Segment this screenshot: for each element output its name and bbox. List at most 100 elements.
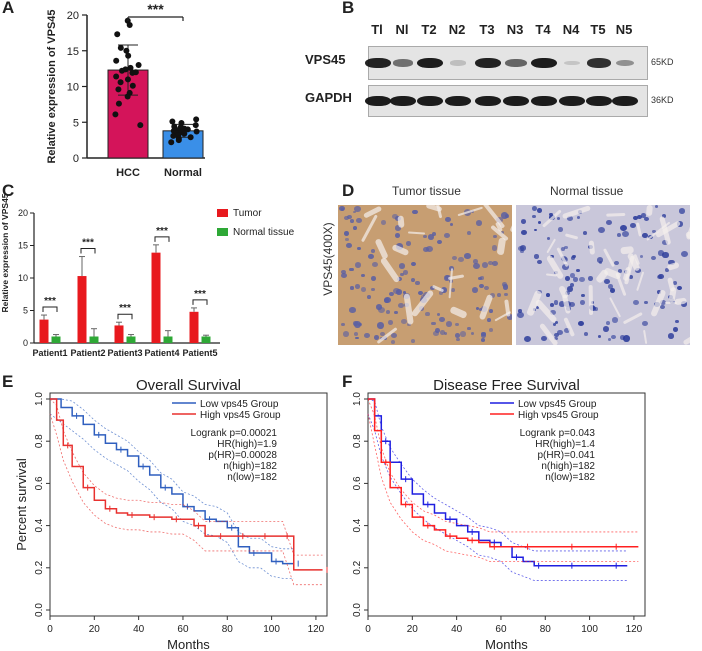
cell-nucleus [370,276,377,282]
cell-nucleus [611,316,619,323]
cell-nucleus [501,212,509,219]
cell-nucleus [567,216,574,222]
blot-strip-vps45 [365,46,648,80]
cell-nucleus [483,285,489,291]
data-point-hcc [118,67,125,74]
x-axis-label: Months [167,637,210,651]
sinusoid [588,240,596,256]
cell-nucleus [431,232,436,236]
lane-label-t2: T2 [421,22,437,37]
y-tick-label: 0 [23,338,28,348]
cell-nucleus [608,338,612,341]
stat-text: p(HR)=0.041 [537,450,595,461]
cell-nucleus [473,262,480,270]
sinusoid [605,213,625,218]
legend-label-low: Low vps45 Group [200,399,279,410]
data-point-hcc [117,44,124,51]
blot-band [586,95,612,107]
cell-nucleus [536,259,543,265]
confidence-upper-1 [367,398,639,533]
confidence-lower-1 [367,413,639,562]
cell-nucleus [388,291,394,296]
cell-nucleus [636,214,642,220]
data-point-normal [169,118,176,125]
y-tick-label: 0.4 [352,518,363,532]
bar-patient3-tumor [114,325,124,343]
cell-nucleus [387,319,394,325]
x-tick-label: Patient5 [182,348,217,358]
stat-text: p(HR)=0.00028 [208,450,277,461]
cell-nucleus [602,325,610,332]
cell-nucleus [680,301,687,307]
significance-bracket [80,248,96,254]
x-tick-label: 40 [133,624,145,635]
x-tick-label: 20 [407,624,419,635]
cell-nucleus [569,301,575,307]
bar-patient1-tumor [39,319,49,343]
ihc-ylabel: VPS45(400X) [321,222,335,296]
cell-nucleus [650,255,656,261]
sinusoid [636,221,642,237]
cell-nucleus [377,306,385,313]
cell-nucleus [476,220,483,226]
cell-nucleus [672,327,679,333]
cell-nucleus [481,333,487,338]
cell-nucleus [610,288,616,293]
confidence-lower-0 [49,413,294,579]
blot-band [531,95,557,107]
cell-nucleus [520,249,524,253]
x-tick-label: HCC [116,167,140,179]
y-tick-label: 15 [67,46,79,58]
cell-nucleus [553,300,559,305]
panel-label-d: D [342,181,355,200]
stat-text: n(high)=182 [541,461,595,472]
blot-kd-vps45: 65KD [651,57,674,67]
cell-nucleus [496,292,502,298]
legend-label-tumor: Tumor [233,208,262,219]
data-point-hcc [112,111,119,118]
cell-nucleus [583,332,589,337]
x-tick-label: 120 [308,624,325,635]
cell-nucleus [458,256,464,262]
cell-nucleus [559,301,566,307]
cell-nucleus [593,307,599,312]
x-tick-label: 0 [47,624,53,635]
data-point-hcc [115,100,122,107]
cell-nucleus [535,306,540,310]
cell-nucleus [564,246,568,250]
cell-nucleus [433,331,439,337]
y-axis-label: Relative expression of VPS45 [0,193,10,312]
y-tick-label: 0.8 [352,434,363,448]
legend-label-low: Low vps45 Group [518,399,597,410]
blot-band [612,95,638,107]
panel-label-f: F [342,372,353,391]
cell-nucleus [397,302,404,309]
sinusoid [425,205,443,213]
data-point-normal [168,139,175,146]
stat-text: Logrank p=0.00021 [191,428,278,439]
plot-frame [49,392,328,617]
cell-nucleus [371,288,375,291]
cell-nucleus [434,327,441,333]
cell-nucleus [488,260,494,266]
legend-label-normal: Normal tissue [233,227,295,238]
blot-strip-gapdh [365,85,648,117]
sinusoid [642,329,647,344]
cell-nucleus [604,278,610,284]
data-point-hcc [124,76,131,83]
cell-nucleus [472,258,479,265]
cell-nucleus [554,320,559,325]
cell-nucleus [349,267,354,272]
y-tick-label: 0.6 [34,476,45,490]
blot-band [390,95,416,107]
cell-nucleus [557,330,564,336]
x-tick-label: 100 [581,624,598,635]
cell-nucleus [467,327,471,330]
cell-nucleus [360,273,365,278]
confidence-upper-1 [49,398,323,556]
data-point-hcc [127,64,134,71]
cell-nucleus [681,251,688,258]
cell-nucleus [418,290,423,296]
cell-nucleus [531,206,538,212]
data-point-hcc [114,31,121,38]
